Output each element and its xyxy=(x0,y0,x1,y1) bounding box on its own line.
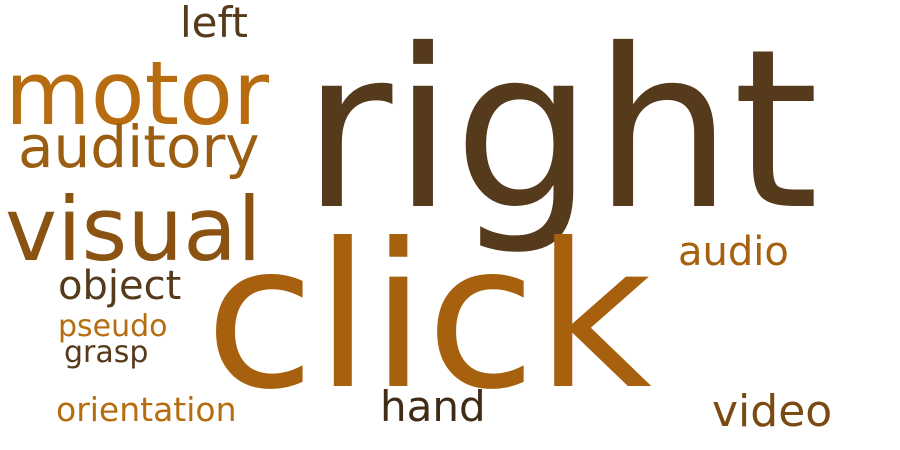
word-motor: motor xyxy=(5,42,270,145)
word-visual: visual xyxy=(5,178,262,281)
word-grasp: grasp xyxy=(64,335,149,370)
word-hand: hand xyxy=(380,382,486,431)
word-right: right xyxy=(302,2,819,258)
word-orientation: orientation xyxy=(56,390,237,429)
word-object: object xyxy=(58,263,182,309)
word-left: left xyxy=(180,0,249,47)
word-video: video xyxy=(712,386,833,437)
word-click: click xyxy=(205,201,652,434)
word-auditory: auditory xyxy=(18,113,260,181)
word-pseudo: pseudo xyxy=(58,309,168,344)
word-audio: audio xyxy=(678,229,789,275)
